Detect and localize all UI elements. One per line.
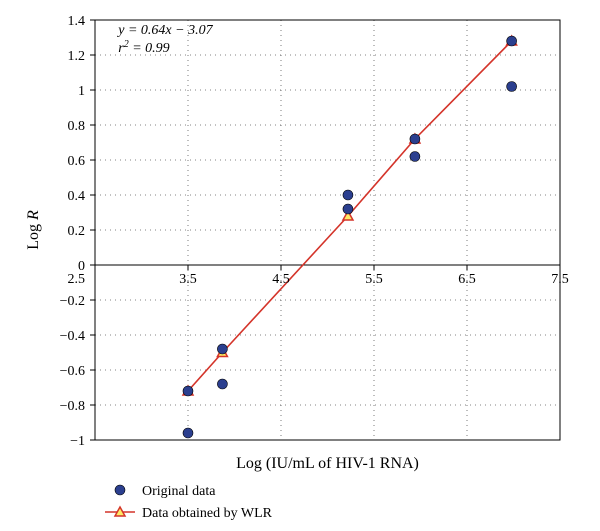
x-ticks bbox=[95, 265, 560, 270]
xtick-label: 4.5 bbox=[272, 272, 290, 287]
ytick-label: 1.4 bbox=[68, 14, 86, 29]
ytick-label: −0.2 bbox=[60, 294, 85, 309]
legend-original-marker bbox=[115, 485, 125, 495]
legend: Original data Data obtained by WLR bbox=[105, 484, 273, 521]
xtick-label: 7.5 bbox=[551, 272, 569, 287]
ytick-label: 1 bbox=[78, 84, 85, 99]
ytick-label: −0.6 bbox=[60, 364, 85, 379]
original-data-markers bbox=[183, 36, 517, 438]
equation-line-2: r2 = 0.99 bbox=[118, 39, 169, 56]
x-axis-label: Log (IU/mL of HIV-1 RNA) bbox=[236, 455, 419, 472]
ytick-label: −0.8 bbox=[60, 399, 85, 414]
xtick-label: 2.5 bbox=[68, 272, 86, 287]
y-axis-label-text: Log bbox=[25, 220, 42, 250]
ytick-label: 0.4 bbox=[68, 189, 86, 204]
legend-original-label: Original data bbox=[142, 484, 216, 499]
equation-line-1: y = 0.64x − 3.07 bbox=[116, 23, 213, 38]
xtick-label: 5.5 bbox=[365, 272, 383, 287]
ytick-label: −1 bbox=[70, 434, 85, 449]
ytick-label: 0.6 bbox=[68, 154, 86, 169]
xtick-label: 6.5 bbox=[458, 272, 476, 287]
ytick-label: 1.2 bbox=[68, 49, 86, 64]
chart-svg: −1 −0.8 −0.6 −0.4 −0.2 0 0.2 0.4 0.6 0.8… bbox=[0, 0, 600, 531]
xtick-label: 3.5 bbox=[179, 272, 197, 287]
ytick-label: −0.4 bbox=[60, 329, 85, 344]
y-ticks bbox=[90, 20, 95, 440]
eq-val: = 0.99 bbox=[129, 41, 170, 56]
y-axis-label: Log R bbox=[25, 210, 42, 250]
legend-wlr-label: Data obtained by WLR bbox=[142, 506, 273, 521]
y-axis-label-symbol: R bbox=[25, 210, 42, 221]
ytick-label: 0.2 bbox=[68, 224, 86, 239]
chart-container: −1 −0.8 −0.6 −0.4 −0.2 0 0.2 0.4 0.6 0.8… bbox=[0, 0, 600, 531]
ytick-label: 0.8 bbox=[68, 119, 86, 134]
gridlines bbox=[95, 20, 560, 440]
